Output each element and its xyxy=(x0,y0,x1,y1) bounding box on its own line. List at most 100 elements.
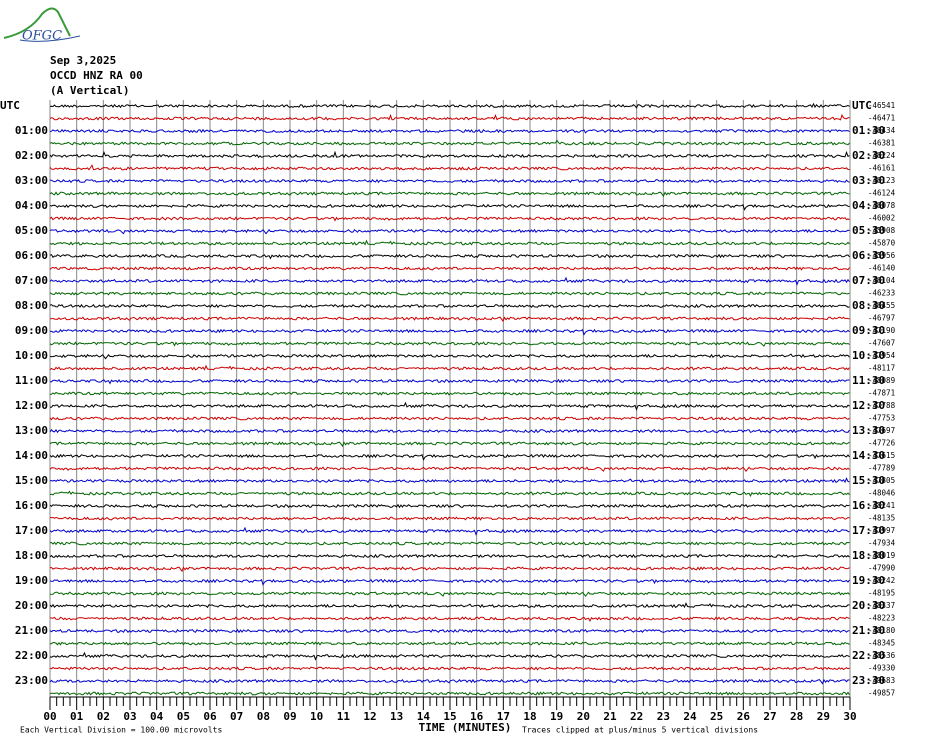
trace-offset: -47607 xyxy=(868,339,895,348)
trace-offset: -46002 xyxy=(868,214,895,223)
trace xyxy=(49,503,850,509)
trace-offset: -47997 xyxy=(868,526,895,535)
right-row-label: 18:30 xyxy=(852,549,885,562)
x-tick-label: 22 xyxy=(630,710,643,723)
trace-offset: -46455 xyxy=(868,301,895,310)
right-row-label: UTC xyxy=(852,99,872,112)
left-row-label: 16:00 xyxy=(15,499,48,512)
right-row-label: 07:30 xyxy=(852,274,885,287)
x-tick-label: 11 xyxy=(337,710,351,723)
right-row-label: 11:30 xyxy=(852,374,885,387)
trace-offset: -45908 xyxy=(868,226,896,235)
left-row-label: 21:00 xyxy=(15,624,48,637)
trace-offset: -48117 xyxy=(868,364,895,373)
x-tick-label: 01 xyxy=(70,710,84,723)
trace xyxy=(49,666,850,671)
trace-offset: -48337 xyxy=(868,601,895,610)
right-row-label: 19:30 xyxy=(852,574,885,587)
trace xyxy=(49,303,850,309)
trace-offset: -47805 xyxy=(868,476,895,485)
x-tick-label: 30 xyxy=(843,710,856,723)
x-tick-label: 19 xyxy=(550,710,563,723)
left-row-label: 07:00 xyxy=(15,274,48,287)
trace xyxy=(49,453,850,461)
trace-offset: -47697 xyxy=(868,426,895,435)
trace-offset: -46140 xyxy=(868,264,896,273)
trace xyxy=(49,150,850,159)
left-row-label: 06:00 xyxy=(15,249,48,262)
right-row-label: 06:30 xyxy=(852,249,885,262)
x-tick-label: 28 xyxy=(790,710,803,723)
x-axis-label: TIME (MINUTES) xyxy=(419,721,512,734)
x-tick-label: 25 xyxy=(710,710,723,723)
left-row-label: 12:00 xyxy=(15,399,48,412)
trace-offset: -48019 xyxy=(868,551,895,560)
x-tick-label: 20 xyxy=(577,710,590,723)
left-row-label: 10:00 xyxy=(15,349,48,362)
trace-offset: -46233 xyxy=(868,289,895,298)
x-tick-label: 16 xyxy=(470,710,484,723)
trace xyxy=(49,691,850,696)
trace xyxy=(49,553,850,559)
trace xyxy=(49,203,850,211)
trace xyxy=(49,216,850,222)
trace xyxy=(49,578,850,586)
trace-offset: -48223 xyxy=(868,614,895,623)
trace-offset: -47934 xyxy=(868,539,896,548)
x-tick-label: 21 xyxy=(603,710,617,723)
right-row-label: 03:30 xyxy=(852,174,885,187)
trace xyxy=(49,401,850,411)
trace xyxy=(49,139,850,146)
trace xyxy=(49,602,850,609)
trace xyxy=(49,102,850,109)
trace-offset: -46123 xyxy=(868,176,895,185)
left-row-label: 01:00 xyxy=(15,124,48,137)
left-row-label: 04:00 xyxy=(15,199,48,212)
trace-offset: -46124 xyxy=(868,189,896,198)
right-row-label: 23:30 xyxy=(852,674,885,687)
trace xyxy=(49,566,850,573)
right-row-label: 12:30 xyxy=(852,399,885,412)
trace-offset: -46797 xyxy=(868,314,895,323)
trace-offset: -46434 xyxy=(868,126,896,135)
x-tick-label: 02 xyxy=(97,710,110,723)
x-tick-label: 13 xyxy=(390,710,403,723)
trace-offset: -48089 xyxy=(868,376,895,385)
trace xyxy=(49,364,850,371)
trace xyxy=(49,239,850,246)
logo: OFGC xyxy=(3,7,81,44)
right-row-label: 09:30 xyxy=(852,324,885,337)
trace xyxy=(49,378,850,385)
x-tick-label: 08 xyxy=(257,710,270,723)
left-row-label: 17:00 xyxy=(15,524,48,537)
x-tick-label: 14 xyxy=(417,710,431,723)
right-row-label: 08:30 xyxy=(852,299,885,312)
left-row-label: 22:00 xyxy=(15,649,48,662)
left-row-label: 20:00 xyxy=(15,599,48,612)
trace xyxy=(49,466,850,473)
trace xyxy=(49,353,850,360)
trace xyxy=(49,526,850,536)
trace-offset: -46104 xyxy=(868,276,896,285)
left-row-label: 08:00 xyxy=(15,299,48,312)
trace-offset: -47871 xyxy=(868,389,895,398)
x-tick-label: 04 xyxy=(150,710,164,723)
date: Sep 3,2025 xyxy=(50,54,116,67)
trace xyxy=(49,276,850,286)
left-row-label: 23:00 xyxy=(15,674,48,687)
trace xyxy=(49,341,850,347)
left-row-label: 11:00 xyxy=(15,374,48,387)
x-tick-label: 05 xyxy=(177,710,190,723)
right-row-label: 17:30 xyxy=(852,524,885,537)
x-tick-label: 00 xyxy=(43,710,56,723)
trace xyxy=(49,228,850,235)
x-tick-label: 15 xyxy=(443,710,456,723)
trace-offset: -46471 xyxy=(868,114,895,123)
right-row-label: 14:30 xyxy=(852,449,885,462)
right-row-label: 10:30 xyxy=(852,349,885,362)
trace-offset: -47726 xyxy=(868,439,896,448)
left-row-label: 02:00 xyxy=(15,149,48,162)
trace-offset: -47954 xyxy=(868,351,896,360)
right-row-label: 16:30 xyxy=(852,499,885,512)
trace-offset: -48135 xyxy=(868,514,895,523)
